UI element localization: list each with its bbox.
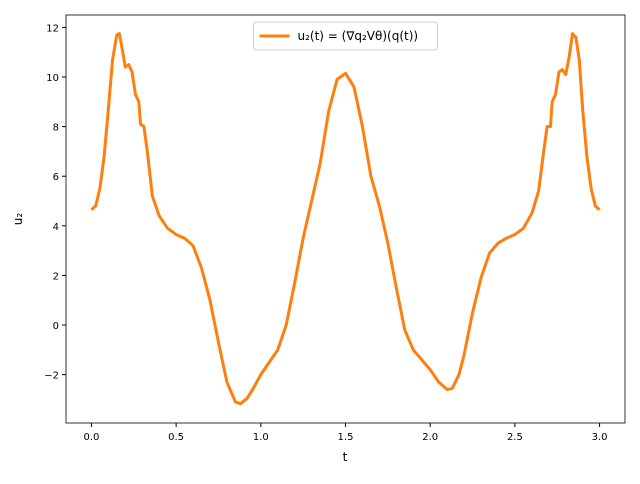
x-tick-label: 2.5 — [507, 432, 523, 443]
y-tick-label: −2 — [44, 371, 59, 382]
y-tick-label: 12 — [46, 23, 59, 34]
x-tick-label: 0.5 — [168, 432, 184, 443]
y-tick-label: 4 — [53, 222, 59, 233]
x-tick-label: 1.0 — [253, 432, 269, 443]
plot-frame — [65, 14, 626, 424]
data-line — [90, 32, 601, 406]
legend-label: u₂(t) = (∇q₂Vθ)(q(t)) — [298, 29, 419, 43]
x-axis-label: t — [343, 450, 348, 464]
x-tick-label: 1.5 — [338, 432, 354, 443]
x-tick-label: 0.0 — [83, 432, 99, 443]
y-tick-label: 8 — [53, 123, 59, 134]
y-tick-label: 0 — [53, 321, 59, 332]
legend-box — [253, 21, 438, 51]
y-tick-label: 10 — [46, 73, 59, 84]
y-axis-label: u₂ — [11, 213, 25, 226]
x-tick-label: 2.0 — [422, 432, 438, 443]
y-tick-label: 6 — [53, 172, 59, 183]
y-tick-label: 2 — [53, 271, 59, 282]
x-tick-label: 3.0 — [592, 432, 608, 443]
